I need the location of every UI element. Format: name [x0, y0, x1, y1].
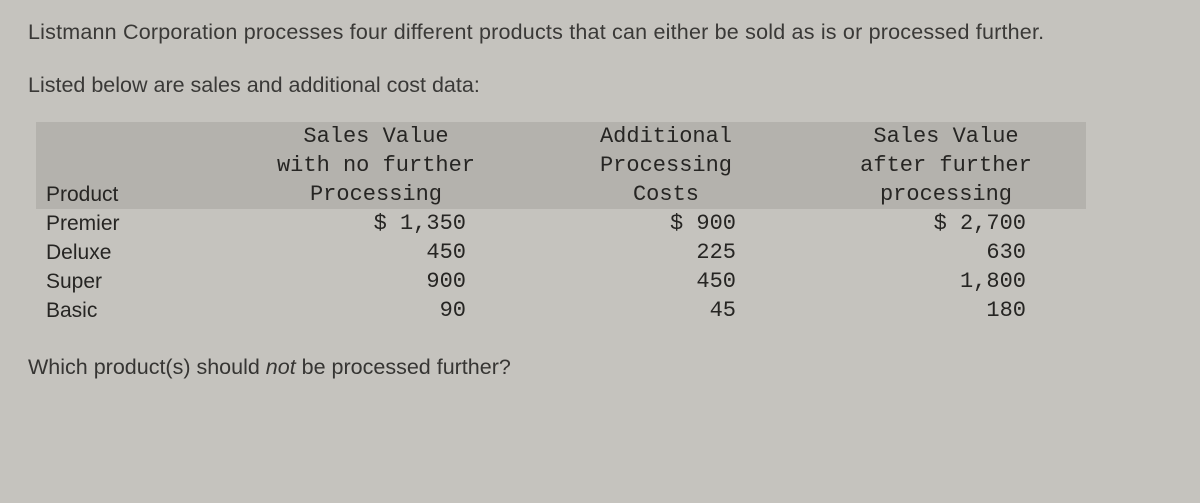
product-cell: Basic: [36, 296, 226, 325]
question-prompt: Which product(s) should not be processed…: [28, 355, 1172, 380]
question-italic: not: [266, 355, 296, 379]
col2-header-l3: Costs: [526, 180, 806, 209]
col1-header-l1: Sales Value: [226, 122, 526, 151]
value-cell: 630: [806, 238, 1086, 267]
table-row: Super 900 450 1,800: [36, 267, 1086, 296]
col3-header-l2: after further: [806, 151, 1086, 180]
value-cell: $ 2,700: [806, 209, 1086, 238]
col2-header-l2: Processing: [526, 151, 806, 180]
product-cell: Premier: [36, 209, 226, 238]
value-cell: $ 1,350: [226, 209, 526, 238]
question-pre: Which product(s) should: [28, 355, 266, 379]
value-cell: 90: [226, 296, 526, 325]
col2-header-l1: Additional: [526, 122, 806, 151]
table-row: Premier $ 1,350 $ 900 $ 2,700: [36, 209, 1086, 238]
product-cell: Super: [36, 267, 226, 296]
col3-header-l3: processing: [806, 180, 1086, 209]
data-table: Sales Value Additional Sales Value with …: [36, 122, 1086, 325]
question-intro-2: Listed below are sales and additional co…: [28, 73, 1172, 98]
col1-header-l3: Processing: [226, 180, 526, 209]
value-cell: 225: [526, 238, 806, 267]
value-cell: 45: [526, 296, 806, 325]
table-row: Deluxe 450 225 630: [36, 238, 1086, 267]
question-intro-1: Listmann Corporation processes four diff…: [28, 20, 1172, 45]
value-cell: 900: [226, 267, 526, 296]
header-row-1: Sales Value Additional Sales Value: [36, 122, 1086, 151]
table-row: Basic 90 45 180: [36, 296, 1086, 325]
question-post: be processed further?: [296, 355, 511, 379]
value-cell: 450: [226, 238, 526, 267]
product-cell: Deluxe: [36, 238, 226, 267]
value-cell: 450: [526, 267, 806, 296]
product-header: Product: [36, 180, 226, 209]
value-cell: $ 900: [526, 209, 806, 238]
header-row-3: Product Processing Costs processing: [36, 180, 1086, 209]
header-row-2: with no further Processing after further: [36, 151, 1086, 180]
col1-header-l2: with no further: [226, 151, 526, 180]
value-cell: 1,800: [806, 267, 1086, 296]
col3-header-l1: Sales Value: [806, 122, 1086, 151]
value-cell: 180: [806, 296, 1086, 325]
